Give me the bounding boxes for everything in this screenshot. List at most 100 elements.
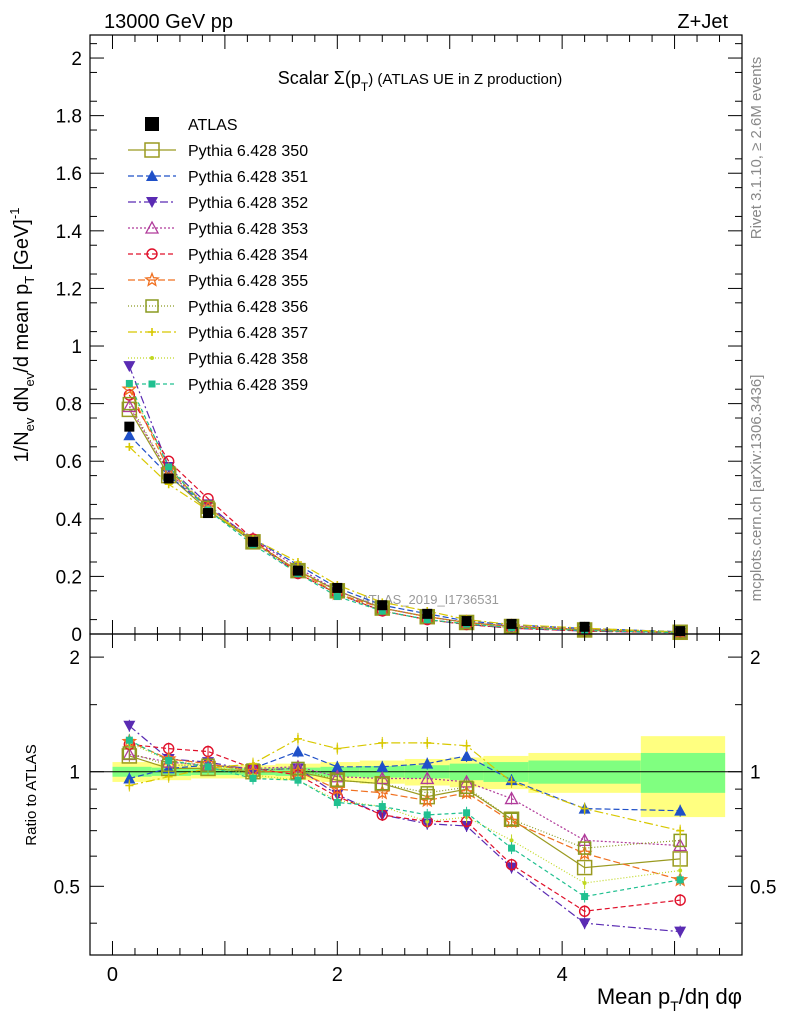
legend-label: Pythia 6.428 356 <box>188 299 308 316</box>
legend-marker <box>144 220 160 234</box>
ratio-y-axis-label: Ratio to ATLAS <box>23 744 40 845</box>
ratio-data-point <box>578 905 591 917</box>
x-axis-label-tail: /dη dφ <box>679 984 742 1009</box>
ratio-data-point <box>423 811 431 819</box>
ratio-data-point <box>673 838 688 852</box>
atlas-data-point <box>292 565 303 576</box>
ratio-data-point <box>676 876 684 884</box>
legend-label: Pythia 6.428 358 <box>188 351 308 368</box>
ratio-data-point <box>374 784 391 800</box>
ratio-data-point <box>165 757 173 765</box>
ratio-data-point <box>294 776 302 784</box>
legend-marker <box>144 142 160 158</box>
legend-label: Pythia 6.428 350 <box>188 143 308 160</box>
ratio-data-point <box>123 772 136 784</box>
main-data-point <box>160 461 177 477</box>
legend-label: Pythia 6.428 352 <box>188 195 308 212</box>
ratio-data-point <box>462 741 471 750</box>
main-data-point <box>202 492 214 505</box>
main-data-point <box>378 607 386 615</box>
atlas-data-point <box>579 621 590 632</box>
main-y-axis-label: 1/Nev dNev/d mean pT [GeV]-1 <box>7 208 37 463</box>
main-series-line <box>128 386 681 634</box>
main-y-tick-label: 0.4 <box>56 510 83 531</box>
ratio-data-point <box>463 809 471 817</box>
legend-label: Pythia 6.428 357 <box>188 325 308 342</box>
ratio-data-point <box>576 845 593 861</box>
main-y-tick-label: 1.6 <box>56 164 82 185</box>
ratio-data-point <box>420 786 434 800</box>
ratio-data-point <box>505 858 518 871</box>
legend-marker <box>146 248 158 260</box>
ratio-data-point <box>329 780 346 796</box>
ratio-data-point <box>249 774 257 782</box>
main-data-point <box>333 593 341 601</box>
main-panel-title: Scalar Σ(pT) (ATLAS UE in Z production) <box>278 68 562 94</box>
main-data-point <box>121 401 138 418</box>
ratio-data-point <box>423 738 432 747</box>
ratio-data-point <box>330 773 345 787</box>
ratio-data-point <box>504 812 519 827</box>
legend: ATLAS Pythia 6.428 350 Pythia 6.428 351 Pyt… <box>128 117 308 394</box>
ratio-y-tick-label-right: 1 <box>750 763 761 784</box>
ratio-data-point <box>509 838 514 843</box>
ratio-data-point <box>123 720 136 732</box>
ratio-data-point <box>577 841 592 855</box>
main-y-tick-label: 0.8 <box>56 395 82 416</box>
ratio-data-point <box>507 777 516 786</box>
main-y-tick-label: 1 <box>71 337 82 358</box>
main-data-point <box>123 429 136 441</box>
ratio-data-point <box>420 771 435 785</box>
main-y-tick-label: 0.2 <box>56 567 82 588</box>
atlas-data-point <box>461 616 472 627</box>
ratio-data-point <box>580 804 589 813</box>
atlas-data-point <box>675 626 686 637</box>
main-y-tick-label: 1.2 <box>56 279 82 300</box>
atlas-data-point <box>203 508 214 519</box>
ratio-data-point <box>425 819 430 824</box>
ratio-panel: 0 2 4 0.5 0.5 1 1 2 2 <box>54 633 776 986</box>
ratio-data-point <box>674 926 687 938</box>
ratio-data-point <box>421 757 434 769</box>
legend-marker <box>148 380 156 388</box>
ratio-data-point <box>204 763 212 771</box>
ratio-data-point <box>293 734 302 743</box>
atlas-data-point <box>422 608 433 619</box>
main-panel: 0 0.2 0.4 0.6 0.8 1 1.2 1.4 1.6 1.8 2 <box>56 34 743 646</box>
atlas-data-point <box>248 536 258 547</box>
ratio-data-point <box>460 749 473 761</box>
mcplots-label: mcplots.cern.ch [arXiv:1306.3436] <box>748 375 765 602</box>
atlas-data-point <box>377 600 388 611</box>
ratio-data-point <box>508 844 516 852</box>
ratio-y-tick-label-right: 0.5 <box>750 877 776 898</box>
ratio-y-tick-label: 2 <box>69 648 80 669</box>
main-data-point <box>122 396 137 411</box>
ratio-data-point <box>578 918 591 930</box>
atlas-data-point <box>163 473 174 484</box>
legend-marker <box>145 117 159 131</box>
legend-marker <box>146 170 158 181</box>
main-data-point <box>125 442 134 451</box>
ratio-data-point <box>581 893 589 901</box>
title-main: Scalar Σ(p <box>278 68 361 88</box>
ratio-y-tick-label: 1 <box>69 763 80 784</box>
ratio-panel-frame <box>89 633 743 956</box>
legend-label: Pythia 6.428 353 <box>188 221 308 238</box>
main-y-tick-label: 2 <box>71 49 82 70</box>
ratio-data-point <box>458 784 475 800</box>
ratio-y-tick-label-right: 2 <box>750 648 761 669</box>
legend-marker <box>150 356 154 360</box>
ratio-series-line <box>129 743 681 912</box>
legend-label: Pythia 6.428 355 <box>188 273 308 290</box>
legend-label: Pythia 6.428 354 <box>188 247 308 264</box>
ratio-data-point <box>378 803 386 811</box>
main-data-point <box>293 558 302 567</box>
ratio-data-point <box>125 781 134 790</box>
main-y-tick-label: 1.8 <box>56 107 82 128</box>
ratio-x-tick-label: 2 <box>332 964 343 986</box>
ratio-data-point <box>459 780 474 795</box>
x-axis-label-main: Mean p <box>597 984 670 1009</box>
ratio-data-point <box>333 744 342 753</box>
ratio-data-point <box>331 760 344 772</box>
legend-marker <box>145 299 159 313</box>
